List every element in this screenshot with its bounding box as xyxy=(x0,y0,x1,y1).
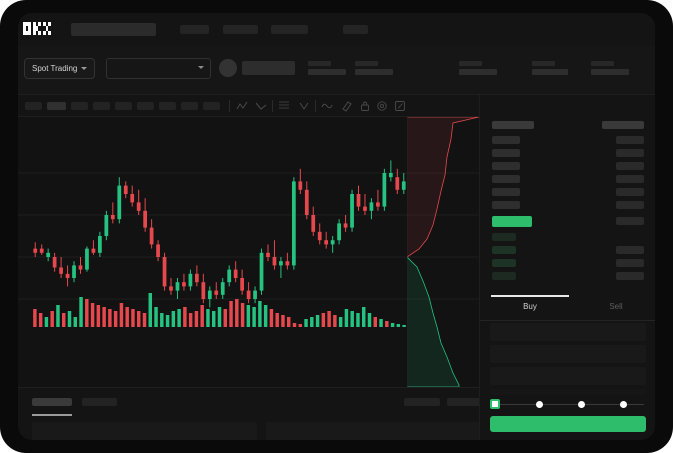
slider-handle[interactable] xyxy=(490,399,500,409)
stat-24h-change xyxy=(308,61,346,75)
timeframe-7[interactable] xyxy=(159,102,176,110)
buy-tab-underline xyxy=(491,295,569,297)
timeframe-2[interactable] xyxy=(47,102,66,110)
orderbook-ask-amount xyxy=(616,201,644,209)
chevron-down-icon xyxy=(198,66,204,69)
lock-icon[interactable] xyxy=(359,100,371,112)
orderbook-ask-row[interactable] xyxy=(492,175,520,183)
buy-submit-button[interactable] xyxy=(490,416,646,432)
total-field[interactable] xyxy=(490,389,646,395)
chart-canvas xyxy=(18,160,479,308)
orders-content-left xyxy=(32,422,257,440)
orderbook-ask-row[interactable] xyxy=(492,188,520,196)
spot-trading-label: Spot Trading xyxy=(32,64,78,73)
orderbook-bid-row[interactable] xyxy=(492,259,516,267)
magnet-icon[interactable] xyxy=(376,100,388,112)
last-price xyxy=(242,61,295,75)
nav-link-earn[interactable] xyxy=(271,25,308,34)
volume-histogram xyxy=(33,293,406,327)
orderbook-ask-amount xyxy=(616,188,644,196)
orderbook-ask-row[interactable] xyxy=(492,201,520,209)
eraser-icon[interactable] xyxy=(341,100,353,112)
tab-order-history[interactable] xyxy=(82,398,117,406)
stat-24h-high xyxy=(355,61,393,75)
timeframe-6[interactable] xyxy=(137,102,154,110)
nav-link-markets[interactable] xyxy=(180,25,209,34)
orderbook-header-left xyxy=(492,121,534,129)
pair-select[interactable] xyxy=(106,58,211,79)
slider-track xyxy=(494,403,644,405)
orderbook-bid-row[interactable] xyxy=(492,233,516,241)
stat-24h-volume-quote xyxy=(591,61,629,75)
coin-avatar xyxy=(219,59,237,77)
ray-line-icon[interactable] xyxy=(255,100,267,112)
tab-open-orders[interactable] xyxy=(32,398,72,406)
timeframe-8[interactable] xyxy=(181,102,198,110)
panel-action-2[interactable] xyxy=(447,398,482,406)
order-type-field[interactable] xyxy=(490,323,646,341)
okx-logo[interactable] xyxy=(23,22,63,37)
orderbook-bid-amount xyxy=(616,246,644,254)
app-screen: Spot Trading xyxy=(18,13,655,440)
orderbook-ask-amount xyxy=(616,217,644,225)
timeframe-1[interactable] xyxy=(25,102,42,110)
orderbook-bid-amount xyxy=(616,259,644,267)
orderbook-ask-row[interactable] xyxy=(492,136,520,144)
toolbar-divider xyxy=(272,100,273,112)
orderbook-panel: Buy Sell xyxy=(479,95,655,440)
amount-field[interactable] xyxy=(490,367,646,385)
orderbook-ask-row[interactable] xyxy=(492,149,520,157)
stat-24h-volume-base xyxy=(532,61,568,75)
candle-series xyxy=(33,160,406,308)
toolbar-divider xyxy=(229,100,230,112)
market-header: Spot Trading xyxy=(18,46,655,95)
timeframe-4[interactable] xyxy=(93,102,110,110)
orderbook-ask-amount xyxy=(616,162,644,170)
orderbook-bid-row[interactable] xyxy=(492,272,516,280)
trade-tabs: Buy Sell xyxy=(480,295,655,321)
toolbar-divider xyxy=(315,100,316,112)
order-form xyxy=(480,321,655,432)
top-nav xyxy=(18,13,655,46)
timeframe-9[interactable] xyxy=(203,102,220,110)
price-field[interactable] xyxy=(490,345,646,363)
orders-panel xyxy=(18,387,482,440)
tab-sell[interactable]: Sell xyxy=(609,302,623,311)
fibonacci-icon[interactable] xyxy=(278,100,290,112)
orderbook-rows[interactable] xyxy=(480,117,655,295)
wave-icon[interactable] xyxy=(321,100,333,112)
candlestick-chart[interactable] xyxy=(18,117,479,387)
orderbook-highlighted-row[interactable] xyxy=(492,216,532,227)
orderbook-ask-amount xyxy=(616,175,644,183)
timeframe-3[interactable] xyxy=(71,102,88,110)
orderbook-bid-amount xyxy=(616,272,644,280)
orderbook-ask-amount xyxy=(616,149,644,157)
slider-step-75[interactable] xyxy=(620,400,627,408)
fullscreen-icon[interactable] xyxy=(394,100,406,112)
orderbook-header-right xyxy=(602,121,644,129)
search-input[interactable] xyxy=(71,23,156,36)
spot-trading-dropdown[interactable]: Spot Trading xyxy=(24,58,96,79)
active-tab-underline xyxy=(32,414,72,416)
nav-link-more[interactable] xyxy=(343,25,368,34)
orders-content-right xyxy=(266,422,482,440)
depth-chart-overlay xyxy=(407,117,479,387)
slider-step-50[interactable] xyxy=(578,400,585,408)
stat-24h-low xyxy=(459,61,497,75)
orderbook-bid-row[interactable] xyxy=(492,246,516,254)
pattern-icon[interactable] xyxy=(298,100,310,112)
orderbook-ask-row[interactable] xyxy=(492,162,520,170)
chevron-down-icon xyxy=(81,67,88,70)
trend-line-icon[interactable] xyxy=(236,100,248,112)
amount-slider[interactable] xyxy=(490,399,646,409)
timeframe-5[interactable] xyxy=(115,102,132,110)
tab-buy[interactable]: Buy xyxy=(523,302,537,311)
slider-step-25[interactable] xyxy=(536,400,543,408)
orderbook-ask-amount xyxy=(616,136,644,144)
nav-link-trade[interactable] xyxy=(223,25,258,34)
panel-action-1[interactable] xyxy=(404,398,440,406)
